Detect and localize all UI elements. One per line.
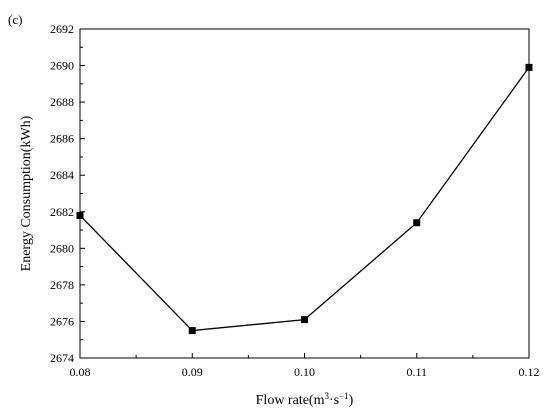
x-tick-label: 0.12 <box>519 365 540 379</box>
x-tick-label: 0.08 <box>70 365 91 379</box>
data-point-marker <box>413 219 421 227</box>
plot-frame <box>79 28 530 359</box>
y-tick-label: 2684 <box>50 168 74 182</box>
y-tick-label: 2676 <box>50 314 74 328</box>
data-point-marker <box>525 63 533 71</box>
y-tick-label: 2682 <box>50 205 74 219</box>
y-axis-title: Energy Consumption(kWh) <box>19 115 34 271</box>
x-tick-label: 0.10 <box>294 365 315 379</box>
series-line <box>79 67 530 332</box>
y-tick-label: 2688 <box>50 95 74 109</box>
x-tick-label: 0.11 <box>406 365 427 379</box>
y-tick-label: 2678 <box>50 278 74 292</box>
plot-area: 0.08 0.09 0.10 0.11 0.12 2674 2676 2678 2680 268… <box>50 22 540 379</box>
x-axis: 0.08 0.09 0.10 0.11 0.12 <box>70 353 540 379</box>
data-point-marker <box>301 316 308 324</box>
panel-label: (c) <box>8 12 22 27</box>
y-tick-label: 2680 <box>50 241 74 255</box>
series-markers <box>76 63 533 335</box>
x-tick-label: 0.09 <box>182 365 203 379</box>
y-tick-label: 2674 <box>50 351 74 365</box>
y-tick-label: 2690 <box>50 59 74 73</box>
y-tick-label: 2692 <box>50 22 74 36</box>
y-tick-label: 2686 <box>50 132 74 146</box>
x-axis-title: Flow rate(m3·s−1) <box>256 391 354 408</box>
data-point-marker <box>188 327 196 335</box>
data-point-marker <box>76 211 84 219</box>
y-axis: 2674 2676 2678 2680 2682 2684 2686 2688 2690 2692 <box>50 22 85 365</box>
